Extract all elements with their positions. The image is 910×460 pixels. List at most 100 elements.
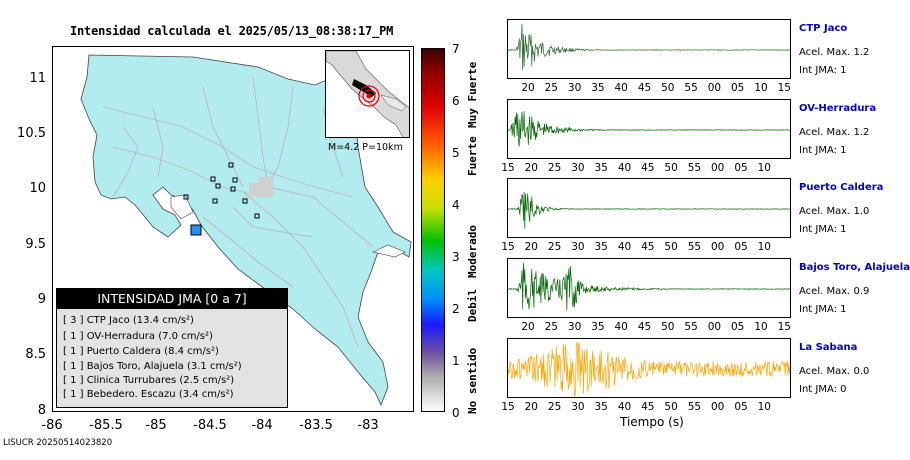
city-cluster: [249, 177, 273, 197]
colorbar-class-moderado: Moderado: [466, 225, 479, 278]
legend-row: [ 1 ] Bebedero. Escazu (3.4 cm/s²): [63, 389, 234, 400]
trace-time-tick: 15: [501, 401, 515, 413]
trace-time-tick: 50: [664, 241, 678, 253]
trace-time-tick: 30: [571, 162, 585, 174]
map-xtick: -85.5: [89, 418, 123, 433]
seismogram-trace: [507, 258, 791, 318]
trace-time-tick: 55: [687, 162, 702, 174]
trace-time-tick: 00: [707, 321, 722, 333]
trace-time-tick: 50: [661, 321, 675, 333]
trace-time-tick: 00: [711, 162, 725, 174]
colorbar-class-muy-fuerte: Muy Fuerte: [466, 61, 479, 128]
station-max-accel: Acel. Max. 1.2: [799, 127, 870, 138]
station-name: OV-Herradura: [799, 103, 877, 114]
colorbar-tick: 1: [452, 354, 460, 368]
trace-time-tick: 45: [637, 321, 652, 333]
trace-time-tick: 10: [754, 321, 768, 333]
station-name: CTP Jaco: [799, 23, 848, 34]
waveform-line: [508, 111, 790, 147]
trace-time-tick: 05: [731, 321, 745, 333]
trace-time-tick: 45: [641, 162, 655, 174]
trace-time-tick: 55: [687, 241, 702, 253]
colorbar-tick: 7: [452, 42, 460, 56]
trace-time-tick: 30: [571, 241, 585, 253]
map-ytick: 8: [37, 403, 46, 418]
trace-time-tick: 25: [547, 401, 562, 413]
seismogram-trace: [507, 19, 791, 79]
legend-row: [ 1 ] Clinica Turrubares (2.5 cm/s²): [63, 375, 235, 386]
trace-time-tick: 10: [754, 82, 768, 94]
station-max-accel: Acel. Max. 1.0: [799, 206, 870, 217]
inset-caption: M=4.2 P=10km: [328, 142, 403, 153]
trace-time-tick: 15: [501, 162, 515, 174]
station-markers: [183, 162, 260, 219]
map-ytick: 10: [29, 181, 46, 196]
trace-time-tick: 15: [501, 241, 515, 253]
station-jma-intensity: Int JMA: 1: [799, 145, 847, 156]
trace-time-tick: 25: [544, 82, 558, 94]
colorbar-class-fuerte: Fuerte: [466, 136, 479, 176]
legend-row: [ 3 ] CTP Jaco (13.4 cm/s²): [63, 315, 194, 326]
trace-time-tick: 50: [664, 162, 678, 174]
map-xtick: -86: [41, 418, 63, 433]
trace-time-tick: 35: [594, 162, 608, 174]
station-jma-intensity: Int JMA: 0: [799, 384, 847, 395]
colorbar-tick: 4: [452, 198, 460, 212]
trace-time-tick: 15: [777, 321, 791, 333]
waveform-line: [508, 191, 790, 229]
station-name: Puerto Caldera: [799, 182, 884, 193]
station-jma-intensity: Int JMA: 1: [799, 224, 847, 235]
trace-time-tick: 25: [547, 162, 562, 174]
trace-time-tick: 50: [661, 82, 675, 94]
map-ytick: 9: [37, 292, 46, 307]
trace-time-tick: 30: [567, 82, 582, 94]
trace-time-tick: 10: [757, 401, 771, 413]
waveform-line: [508, 262, 790, 311]
time-axis-label: Tiempo (s): [620, 415, 684, 429]
station-jma-intensity: Int JMA: 1: [799, 304, 847, 315]
seismogram-trace: [507, 338, 791, 398]
trace-time-tick: 10: [757, 241, 771, 253]
seismogram-trace: [507, 178, 791, 238]
trace-time-tick: 15: [777, 82, 791, 94]
trace-time-tick: 35: [591, 82, 605, 94]
trace-time-tick: 00: [707, 82, 722, 94]
colorbar-class-no-sentido: No sentido: [466, 347, 479, 414]
trace-time-tick: 00: [711, 241, 725, 253]
station-name: La Sabana: [799, 342, 858, 353]
legend-row: [ 1 ] OV-Herradura (7.0 cm/s²): [63, 331, 213, 342]
trace-time-tick: 30: [567, 321, 582, 333]
intensity-colorbar: [421, 48, 445, 412]
trace-time-tick: 50: [664, 401, 678, 413]
legend-row: [ 1 ] Puerto Caldera (8.4 cm/s²): [63, 346, 219, 357]
trace-time-tick: 10: [757, 162, 771, 174]
trace-time-tick: 55: [684, 321, 698, 333]
map-ytick: 10.5: [17, 126, 46, 141]
trace-time-tick: 40: [617, 241, 632, 253]
inset-epicenter-ring-mid: [362, 89, 376, 103]
locator-inset-map: [325, 50, 410, 138]
station-jma-intensity: Int JMA: 1: [799, 65, 847, 76]
map-xtick: -85: [145, 418, 167, 433]
footer-id: LISUCR 20250514023820: [3, 438, 113, 448]
trace-time-tick: 55: [687, 401, 702, 413]
trace-time-tick: 00: [711, 401, 725, 413]
colorbar-tick: 2: [452, 302, 460, 316]
legend-row: [ 1 ] Bajos Toro, Alajuela (3.1 cm/s²): [63, 361, 242, 372]
trace-time-tick: 05: [734, 241, 748, 253]
station-name: Bajos Toro, Alajuela: [799, 262, 910, 273]
trace-time-tick: 05: [734, 162, 748, 174]
trace-time-tick: 05: [734, 401, 748, 413]
trace-time-tick: 25: [547, 241, 562, 253]
map-xtick: -84.5: [193, 418, 227, 433]
station-max-accel: Acel. Max. 1.2: [799, 47, 870, 58]
map-ytick: 8.5: [25, 347, 46, 362]
map-xtick: -83: [357, 418, 379, 433]
trace-time-tick: 45: [637, 82, 652, 94]
map-xtick: -83.5: [299, 418, 333, 433]
road-network: [102, 76, 374, 348]
station-max-accel: Acel. Max. 0.0: [799, 366, 870, 377]
map-ytick: 11: [29, 71, 46, 86]
trace-time-tick: 40: [614, 82, 628, 94]
trace-time-tick: 25: [544, 321, 558, 333]
